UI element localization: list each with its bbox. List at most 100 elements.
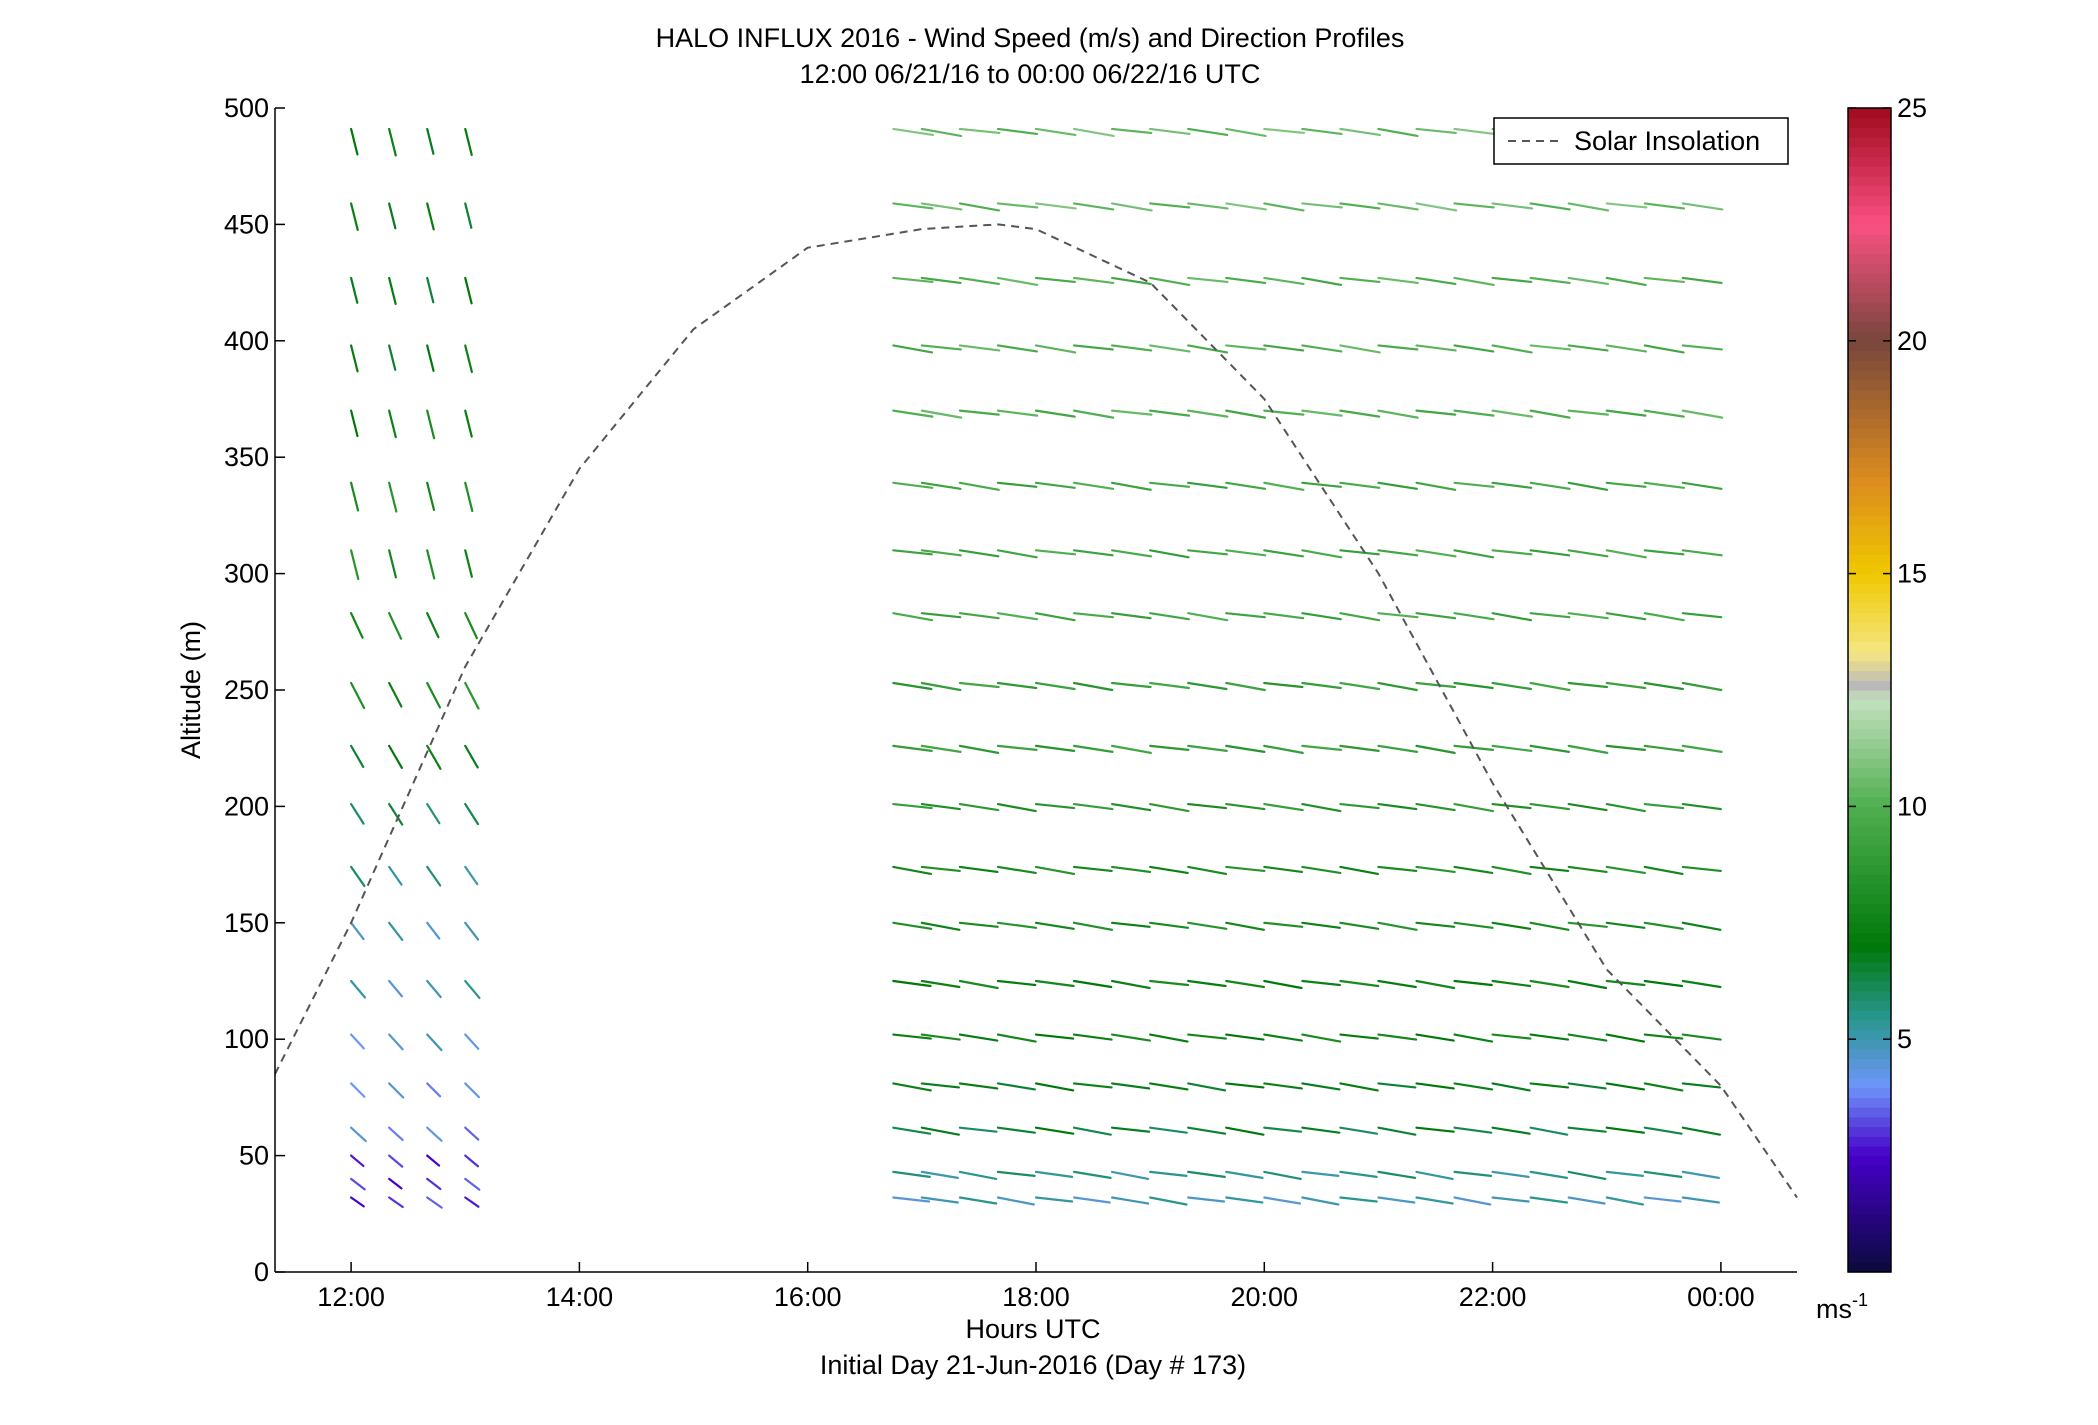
wind-vector: [1605, 1196, 1645, 1206]
colorbar-segment: [1848, 311, 1891, 322]
wind-vector: [1149, 1082, 1189, 1091]
wind-vector: [1681, 1126, 1722, 1136]
wind-vector: [892, 681, 933, 691]
wind-vector: [350, 276, 359, 304]
colorbar-segment: [1848, 680, 1891, 691]
wind-vector: [350, 1196, 365, 1208]
wind-vector: [1225, 1126, 1265, 1136]
colorbar-segment: [1848, 971, 1891, 982]
wind-vector: [1377, 802, 1418, 811]
wind-vector: [1110, 127, 1153, 135]
wind-vector: [1187, 344, 1229, 354]
wind-vector: [388, 1082, 405, 1099]
colorbar-segment: [1848, 137, 1891, 148]
colorbar-segment: [1848, 166, 1891, 177]
wind-vector: [1681, 979, 1722, 989]
wind-vector: [1301, 1126, 1341, 1134]
wind-vector: [350, 802, 365, 825]
wind-vector: [1643, 1126, 1683, 1135]
wind-vector: [958, 276, 1001, 286]
wind-vector: [1605, 276, 1647, 287]
wind-vector: [1034, 1033, 1075, 1040]
wind-vector: [1187, 802, 1228, 810]
wind-vector: [1034, 681, 1076, 691]
wind-vector: [1529, 744, 1571, 753]
wind-vector: [1149, 1196, 1188, 1206]
colorbar-segment: [1848, 835, 1891, 846]
wind-vector: [1339, 802, 1380, 810]
colorbar-segment: [1848, 379, 1891, 390]
wind-vector: [1491, 1082, 1531, 1092]
wind-vector: [350, 127, 359, 156]
x-tick-label: 18:00: [1002, 1282, 1070, 1312]
wind-vector: [1529, 802, 1571, 811]
wind-vector: [1681, 202, 1724, 211]
colorbar-segment: [1848, 796, 1891, 807]
wind-vector: [1263, 1082, 1303, 1090]
wind-vector: [1263, 549, 1304, 558]
colorbar-segment: [1848, 990, 1891, 1001]
x-tick-label: 20:00: [1231, 1282, 1299, 1312]
wind-vector: [1529, 979, 1570, 989]
wind-vector: [1377, 979, 1417, 989]
colorbar-segment: [1848, 146, 1891, 158]
wind-vector: [1072, 549, 1114, 557]
wind-vector: [958, 1082, 999, 1090]
wind-vector: [1643, 1033, 1684, 1040]
wind-vector: [1110, 744, 1152, 754]
wind-vector: [1072, 744, 1114, 753]
wind-vector: [426, 865, 442, 887]
wind-vector: [1377, 612, 1419, 619]
wind-vector: [1415, 979, 1456, 990]
wind-vector: [1453, 612, 1495, 621]
colorbar-segment: [1848, 1204, 1891, 1215]
wind-vector: [464, 127, 473, 157]
colorbar-segment: [1848, 1029, 1891, 1040]
wind-vector: [996, 681, 1038, 690]
wind-vector: [1110, 1033, 1152, 1042]
wind-vector: [892, 344, 934, 354]
wind-vector: [1529, 1126, 1569, 1136]
wind-vector: [1110, 344, 1153, 352]
wind-vector: [958, 681, 1000, 689]
x-axis-label-day: Initial Day 21-Jun-2016 (Day # 173): [820, 1350, 1246, 1380]
colorbar-segment: [1848, 1058, 1891, 1069]
colorbar-segment: [1848, 641, 1891, 652]
y-tick-label: 50: [239, 1141, 269, 1171]
wind-vector: [1072, 1033, 1113, 1041]
wind-vector: [1187, 865, 1228, 876]
wind-vector: [1034, 802, 1076, 810]
wind-vector: [1034, 921, 1075, 930]
wind-vector: [464, 549, 473, 578]
wind-vector: [1110, 1082, 1151, 1090]
wind-vector: [388, 481, 398, 513]
solar-insolation-line: [274, 223, 1798, 1199]
wind-vector: [1187, 409, 1229, 418]
wind-vector: [1491, 1170, 1530, 1178]
colorbar-tick-label: 5: [1897, 1024, 1912, 1054]
wind-vector: [920, 802, 961, 811]
wind-vector: [350, 979, 367, 999]
wind-vector: [1415, 409, 1457, 416]
wind-vector: [388, 1196, 404, 1209]
wind-vector: [996, 344, 1038, 353]
wind-vector: [1643, 865, 1684, 876]
wind-vector: [1605, 1170, 1645, 1177]
wind-vector: [1681, 1196, 1720, 1204]
y-tick-label: 100: [224, 1024, 269, 1054]
colorbar-segment: [1848, 302, 1891, 313]
wind-vector: [1339, 1126, 1379, 1135]
wind-vector: [1339, 344, 1381, 354]
wind-vector: [892, 744, 933, 752]
wind-vector: [1263, 202, 1305, 212]
wind-vector: [920, 612, 962, 619]
y-tick-label: 400: [224, 326, 269, 356]
wind-vector: [1605, 1082, 1646, 1091]
wind-vector: [1567, 344, 1609, 352]
colorbar-segment: [1848, 719, 1891, 730]
wind-vector: [958, 127, 1001, 135]
wind-vector: [1263, 921, 1304, 928]
colorbar-segment: [1848, 399, 1891, 410]
colorbar-tick-label: 25: [1897, 93, 1927, 123]
colorbar-frame: [1847, 107, 1892, 1273]
